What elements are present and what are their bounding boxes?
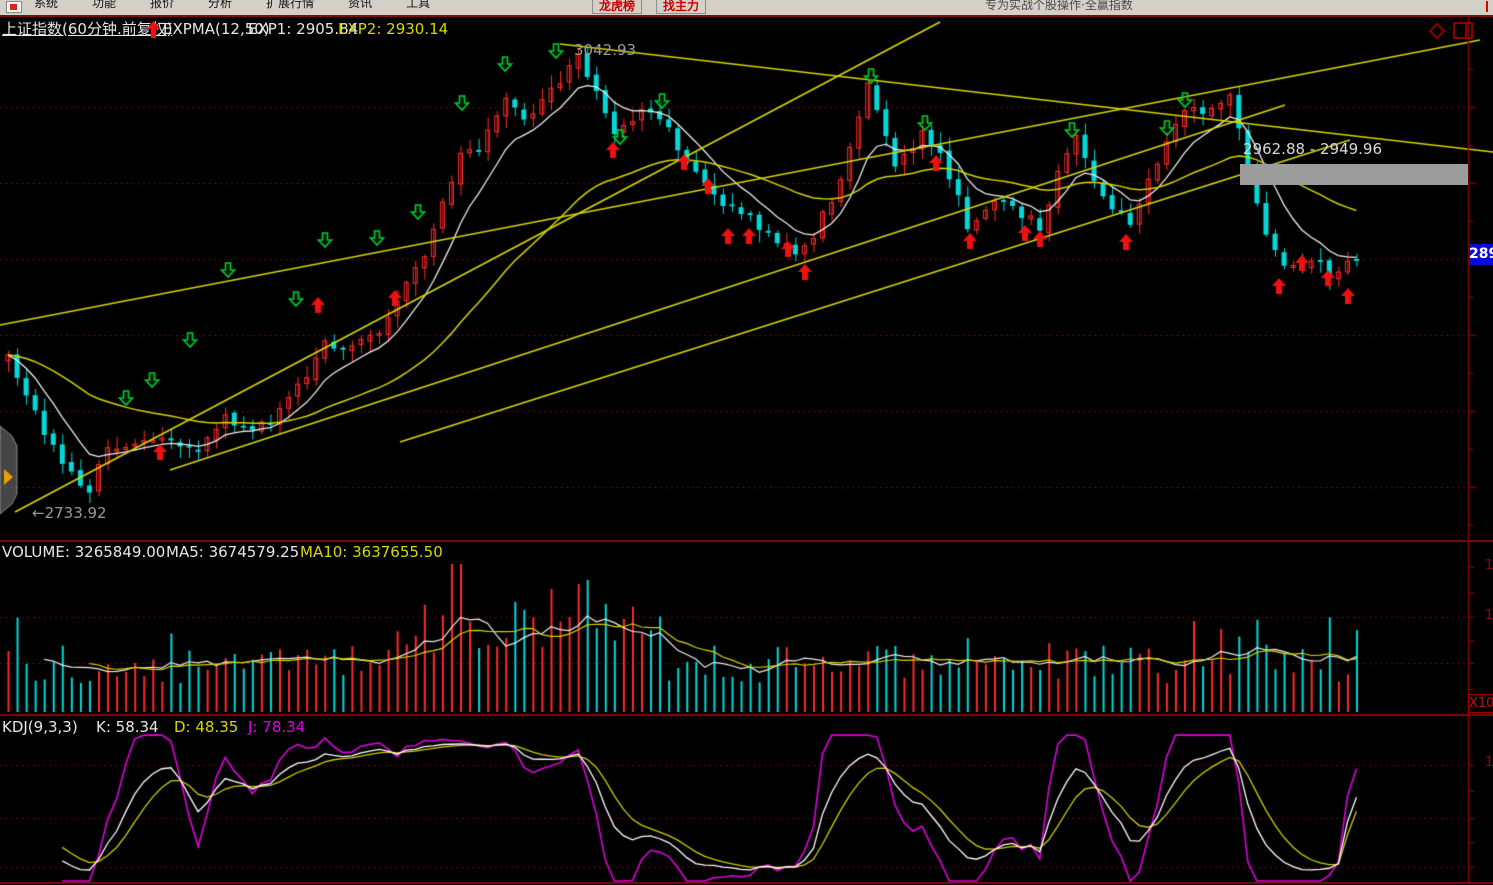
gap-range-label: 2962.88 - 2949.96 xyxy=(1243,140,1383,158)
low-price-label: ←2733.92 xyxy=(32,504,107,522)
symbol-period-label[interactable]: 上证指数(60分钟.前复权) xyxy=(2,20,173,38)
exp1-value-label: EXP1: 2905.84 xyxy=(248,20,359,38)
volume-scale-badge: X10 xyxy=(1468,694,1493,713)
gap-range-bar xyxy=(1240,164,1468,185)
kdj-d-label: D: 48.35 xyxy=(174,718,239,736)
volume-axis-label-partial-1: 1 xyxy=(1485,558,1493,573)
volume-ma10-label: MA10: 3637655.50 xyxy=(300,543,443,561)
scroll-left-overlay-button[interactable] xyxy=(0,426,17,514)
peak-price-label: 3042.93 xyxy=(574,41,637,59)
kdj-k-label: K: 58.34 xyxy=(96,718,159,736)
volume-axis-label-partial-2: 1 xyxy=(1485,608,1493,623)
current-price-badge: 2897 xyxy=(1469,244,1493,265)
split-window-icon[interactable] xyxy=(1453,22,1473,39)
volume-ma5-label: MA5: 3674579.25 xyxy=(166,543,300,561)
header-up-arrow-icon xyxy=(147,21,160,38)
kdj-name-label[interactable]: KDJ(9,3,3) xyxy=(2,718,78,736)
kdj-j-label: J: 78.34 xyxy=(248,718,306,736)
exp2-value-label: EXP2: 2930.14 xyxy=(338,20,449,38)
volume-value-label: VOLUME: 3265849.00 xyxy=(2,543,166,561)
indicator-name-label[interactable]: EXPMA(12,50) xyxy=(163,20,270,38)
kdj-axis-label-partial: 1 xyxy=(1485,755,1493,770)
